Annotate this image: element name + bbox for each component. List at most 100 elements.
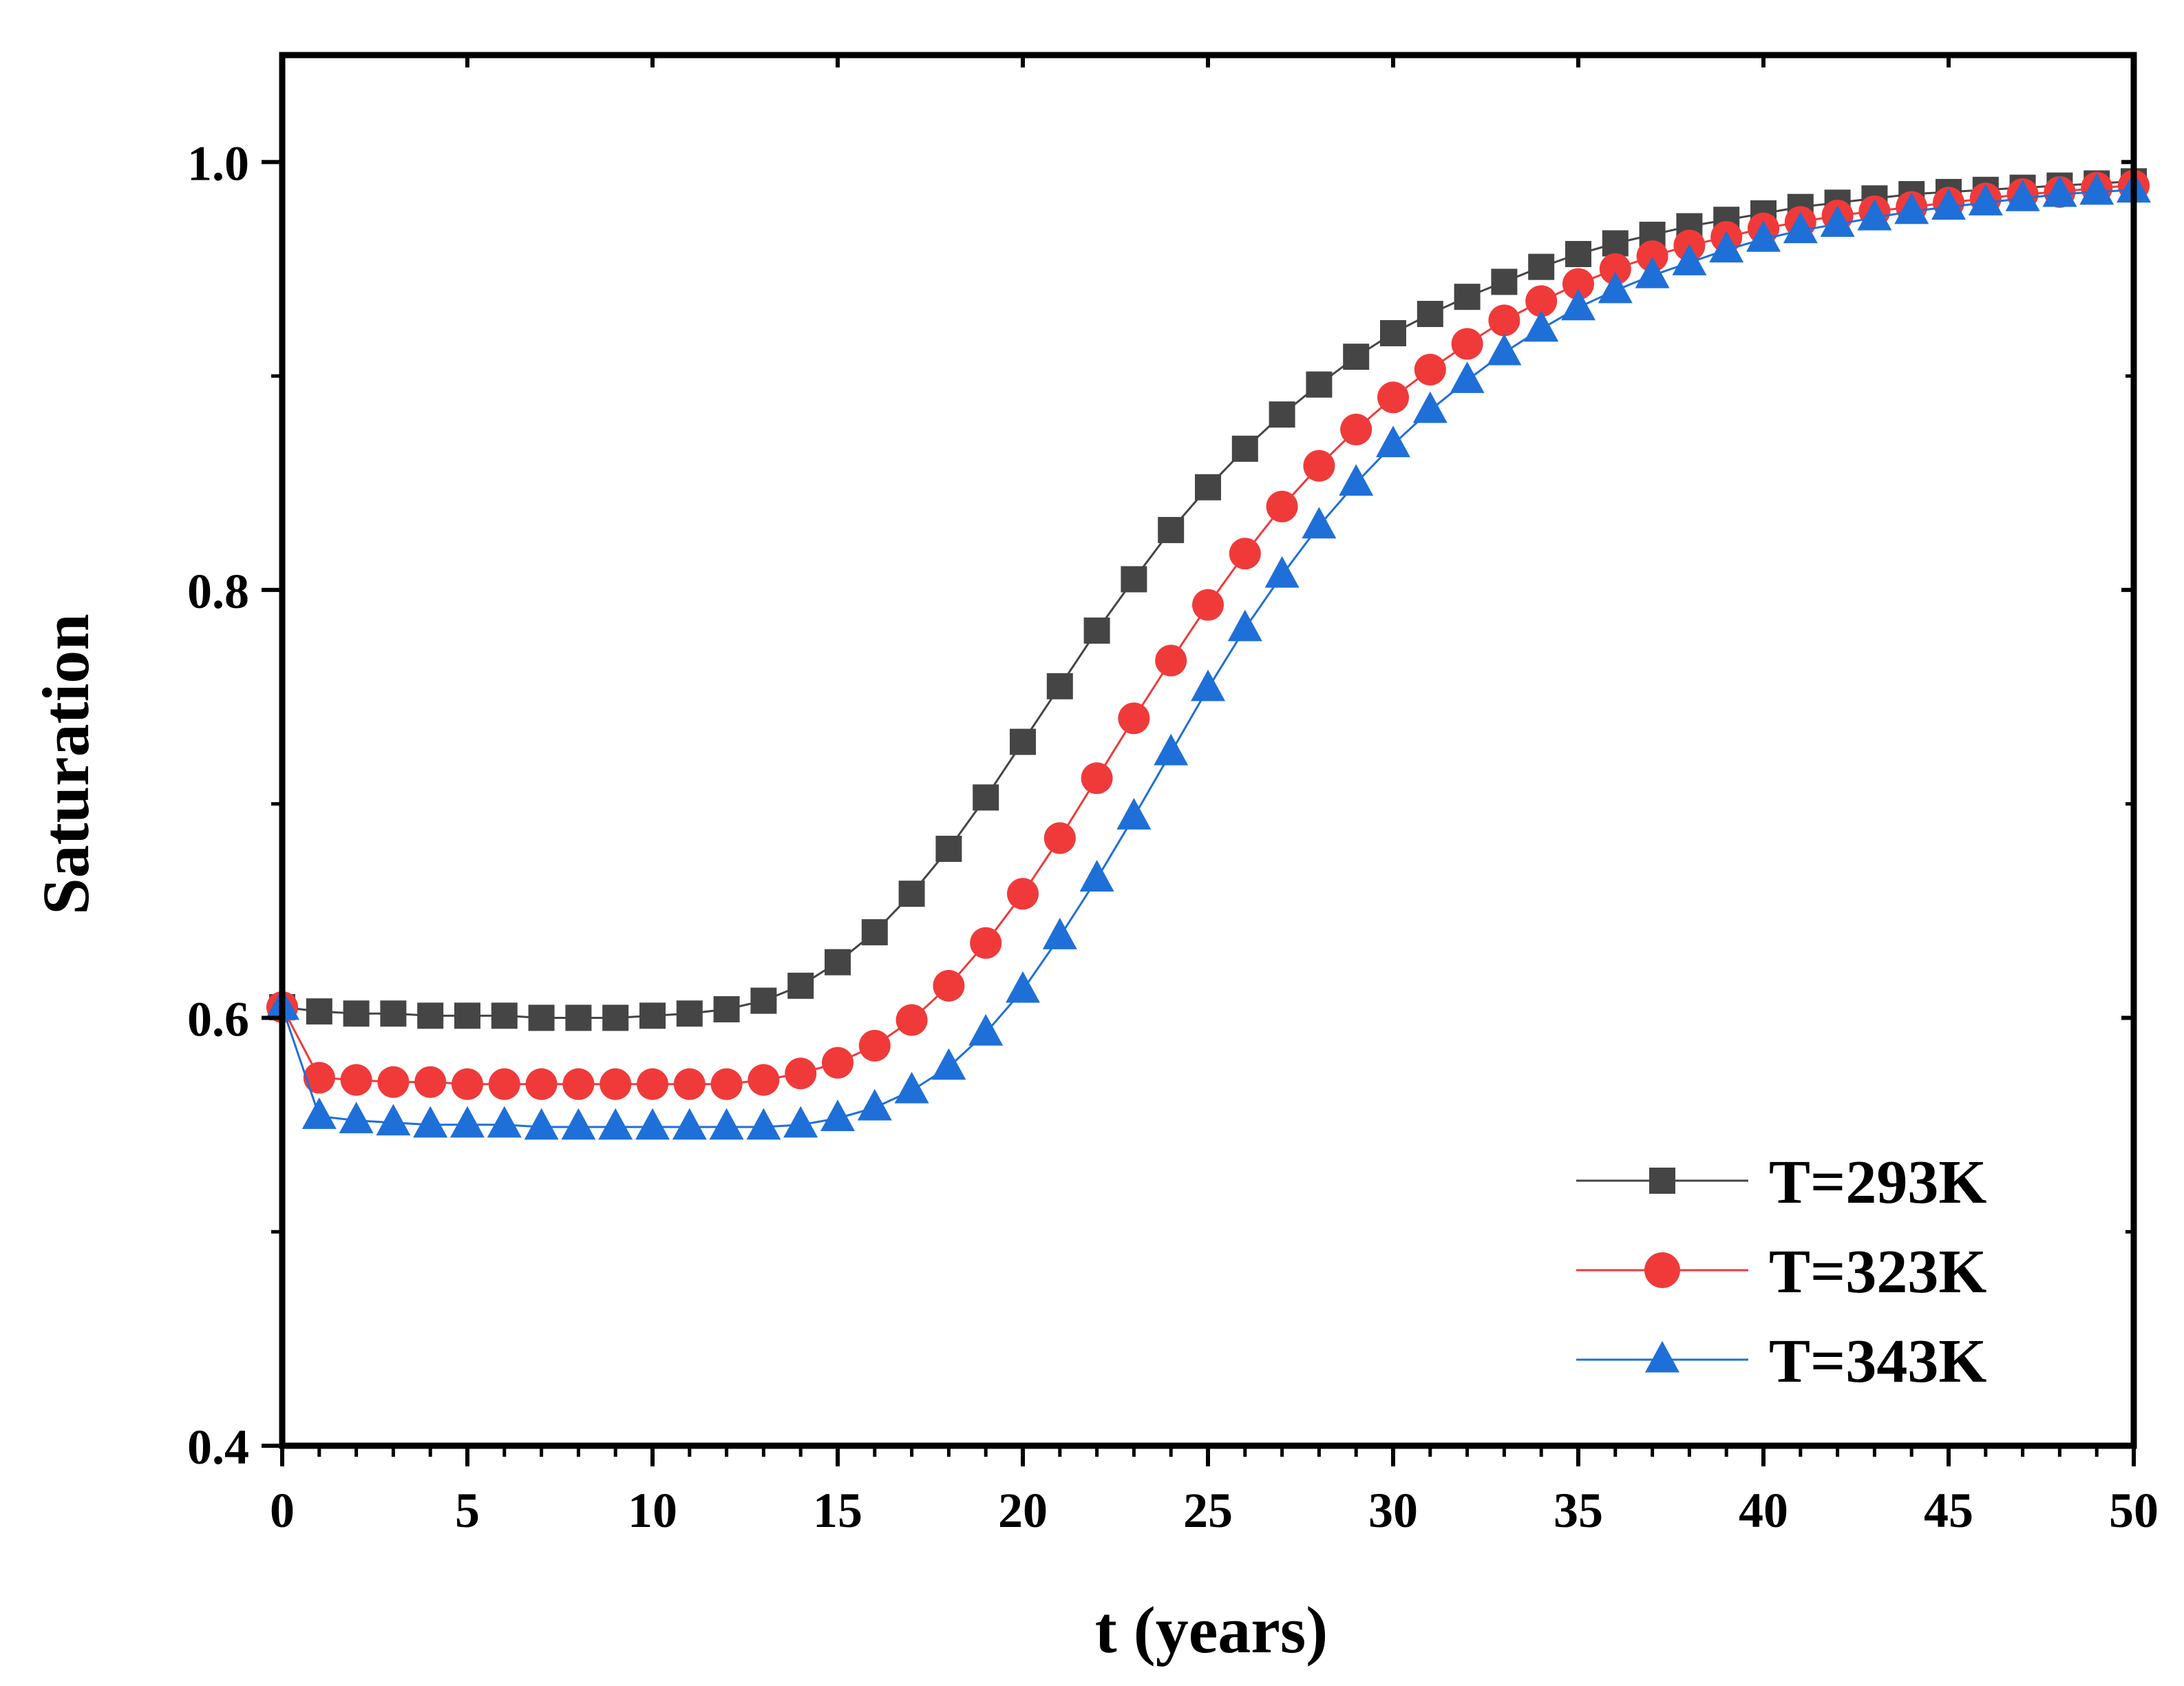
data-point-T=323K-16 xyxy=(858,1029,891,1062)
data-point-T=343K-31 xyxy=(1412,391,1448,423)
data-point-T=323K-12 xyxy=(710,1068,743,1100)
data-point-T=293K-24 xyxy=(1158,516,1185,543)
data-point-T=343K-37 xyxy=(1635,256,1670,288)
data-point-T=323K-26 xyxy=(1229,538,1261,570)
x-tick-label-35: 35 xyxy=(1554,1483,1603,1538)
data-point-T=323K-28 xyxy=(1303,450,1335,482)
data-point-T=293K-32 xyxy=(1454,284,1481,310)
data-point-T=293K-5 xyxy=(454,1002,480,1029)
data-point-T=323K-11 xyxy=(673,1068,706,1100)
data-point-T=343K-2 xyxy=(339,1102,374,1134)
data-point-T=343K-47 xyxy=(2005,179,2040,211)
data-point-T=293K-25 xyxy=(1195,474,1221,500)
data-point-T=323K-5 xyxy=(452,1068,483,1100)
legend-label-T=293K: T=293K xyxy=(1769,1148,1986,1216)
data-point-T=343K-41 xyxy=(1783,211,1818,244)
data-point-T=343K-30 xyxy=(1376,425,1410,458)
data-point-T=343K-42 xyxy=(1820,205,1855,237)
data-point-T=293K-12 xyxy=(713,996,740,1023)
data-point-T=343K-40 xyxy=(1746,220,1781,252)
data-point-T=293K-30 xyxy=(1380,320,1406,346)
data-point-T=293K-1 xyxy=(306,998,332,1025)
data-point-T=293K-18 xyxy=(935,835,962,862)
y-axis-title: Saturation xyxy=(29,613,103,914)
data-point-T=343K-12 xyxy=(709,1108,744,1140)
data-point-T=323K-19 xyxy=(970,927,1002,959)
data-point-T=323K-36 xyxy=(1599,253,1631,285)
data-point-T=343K-33 xyxy=(1487,333,1522,366)
data-point-T=343K-6 xyxy=(487,1106,522,1138)
data-point-T=323K-17 xyxy=(895,1004,928,1036)
legend-item-T=293K: T=293K xyxy=(1576,1148,1986,1216)
data-point-T=293K-3 xyxy=(380,1000,407,1027)
data-point-T=293K-36 xyxy=(1602,230,1629,257)
series-layer xyxy=(265,168,2151,1140)
data-point-T=343K-38 xyxy=(1672,244,1707,275)
data-point-T=323K-8 xyxy=(562,1068,595,1100)
data-point-T=323K-4 xyxy=(414,1066,447,1098)
y-tick-label-0.8: 0.8 xyxy=(187,564,249,619)
data-point-T=343K-29 xyxy=(1339,464,1374,496)
axes-layer: 0 5 10 15 20 25 30 35 40 45 50 0.4 0.6 0.8 1.0 xyxy=(187,52,2159,1538)
y-tick-label-1: 1.0 xyxy=(187,136,249,191)
data-point-T=323K-24 xyxy=(1155,644,1187,677)
data-point-T=323K-25 xyxy=(1192,589,1224,621)
data-point-T=293K-22 xyxy=(1083,617,1110,644)
data-point-T=323K-33 xyxy=(1488,304,1520,337)
data-point-T=343K-21 xyxy=(1042,918,1077,949)
data-point-T=293K-8 xyxy=(565,1004,592,1031)
data-point-T=343K-5 xyxy=(450,1106,485,1138)
data-point-T=293K-7 xyxy=(528,1004,555,1031)
legend: T=293K T=323K T=343K xyxy=(1576,1148,1986,1395)
legend-label-T=343K: T=343K xyxy=(1769,1327,1986,1395)
x-tick-label-30: 30 xyxy=(1368,1483,1418,1538)
data-point-T=293K-29 xyxy=(1343,344,1370,370)
data-point-T=343K-20 xyxy=(1006,971,1040,1003)
data-point-T=323K-7 xyxy=(525,1068,558,1100)
data-point-T=293K-11 xyxy=(676,1000,703,1027)
data-point-T=293K-31 xyxy=(1417,301,1443,328)
data-point-T=343K-3 xyxy=(376,1104,411,1136)
data-point-T=293K-26 xyxy=(1231,435,1258,462)
data-point-T=343K-48 xyxy=(2042,175,2077,207)
data-point-T=293K-9 xyxy=(602,1004,629,1031)
data-point-T=323K-22 xyxy=(1081,762,1113,794)
data-point-T=293K-19 xyxy=(973,784,999,811)
data-point-T=343K-22 xyxy=(1079,860,1114,892)
x-tick-label-0: 0 xyxy=(270,1483,295,1538)
x-tick-label-20: 20 xyxy=(998,1483,1048,1538)
data-point-T=293K-28 xyxy=(1306,371,1333,398)
x-tick-label-50: 50 xyxy=(2109,1483,2159,1538)
data-point-T=343K-1 xyxy=(301,1097,337,1129)
data-point-T=323K-31 xyxy=(1414,353,1446,386)
data-point-T=343K-4 xyxy=(413,1106,448,1138)
data-point-T=293K-21 xyxy=(1046,673,1073,699)
y-tick-label-0.4: 0.4 xyxy=(187,1420,249,1475)
data-point-T=323K-6 xyxy=(488,1068,520,1100)
data-point-T=343K-45 xyxy=(1931,188,1966,220)
data-point-T=323K-20 xyxy=(1007,878,1039,910)
data-point-T=323K-18 xyxy=(933,969,965,1002)
data-point-T=323K-37 xyxy=(1636,240,1668,273)
data-point-T=323K-1 xyxy=(303,1062,335,1094)
x-tick-label-15: 15 xyxy=(813,1483,862,1538)
data-point-T=323K-34 xyxy=(1525,285,1558,317)
data-point-T=343K-10 xyxy=(635,1108,670,1140)
legend-marker-T=323K xyxy=(1644,1252,1680,1288)
legend-marker-T=343K xyxy=(1645,1340,1679,1373)
data-point-T=343K-14 xyxy=(783,1106,818,1138)
data-point-T=293K-23 xyxy=(1121,566,1147,593)
data-point-T=293K-17 xyxy=(898,881,925,907)
data-point-T=343K-27 xyxy=(1264,556,1300,588)
data-point-T=343K-34 xyxy=(1524,310,1559,342)
data-point-T=293K-15 xyxy=(825,949,851,976)
data-point-T=343K-26 xyxy=(1227,609,1262,642)
data-point-T=323K-3 xyxy=(377,1066,410,1098)
data-point-T=343K-15 xyxy=(820,1099,855,1132)
data-point-T=343K-11 xyxy=(672,1108,707,1140)
data-point-T=343K-19 xyxy=(968,1013,1004,1046)
data-point-T=323K-27 xyxy=(1266,490,1298,523)
data-point-T=323K-21 xyxy=(1043,822,1076,854)
data-point-T=343K-35 xyxy=(1561,288,1595,321)
